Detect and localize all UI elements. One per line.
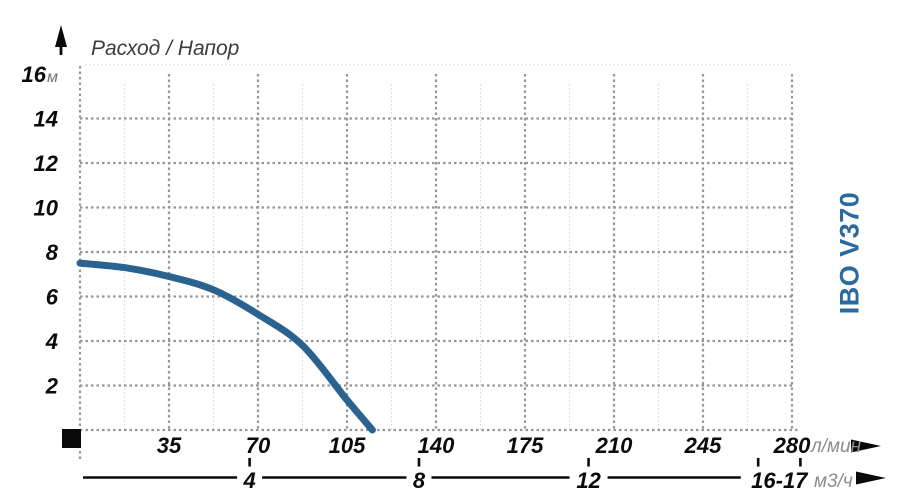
secondary-axis-tick-label: 12 [576,468,601,493]
x-axis-tick-label: 210 [595,433,633,458]
secondary-axis-tick-label: 16-17 [751,468,809,493]
x-axis-tick-label: 175 [507,433,544,458]
y-axis-tick-label: 6 [46,285,59,310]
chart-title: Расход / Напор [91,37,240,60]
x-axis-tick-label: 245 [684,433,722,458]
secondary-axis-right-arrow-icon [856,471,886,485]
x-axis-tick-label: 70 [246,433,271,458]
y-axis-arrow-stem [59,45,63,55]
y-axis-tick-label: 12 [34,151,59,176]
secondary-axis-tick-label: 8 [413,468,426,493]
origin-square-marker [62,429,81,448]
secondary-axis-unit-label: м3/ч [814,471,853,492]
x-axis-tick-label: 35 [157,433,182,458]
y-axis-up-arrow-icon [55,25,67,47]
curve-path [76,259,376,434]
x-axis-tick-label: 280 [773,433,811,458]
y-axis-tick-label: 14 [34,107,58,132]
x-axis-unit-label: л/мин [810,436,862,457]
x-axis-right-arrow-icon [851,439,881,453]
y-axis-tick-label: 10 [34,196,59,221]
y-axis-tick-label: 4 [45,329,58,354]
x-axis-tick-label: 105 [329,433,366,458]
secondary-axis-tick-label: 4 [242,468,255,493]
x-axis-tick-label: 140 [418,433,455,458]
y-axis-tick-label: 8 [46,240,59,265]
y-axis-tick-label: 16м [22,62,58,87]
y-axis-tick-label: 2 [45,374,59,399]
